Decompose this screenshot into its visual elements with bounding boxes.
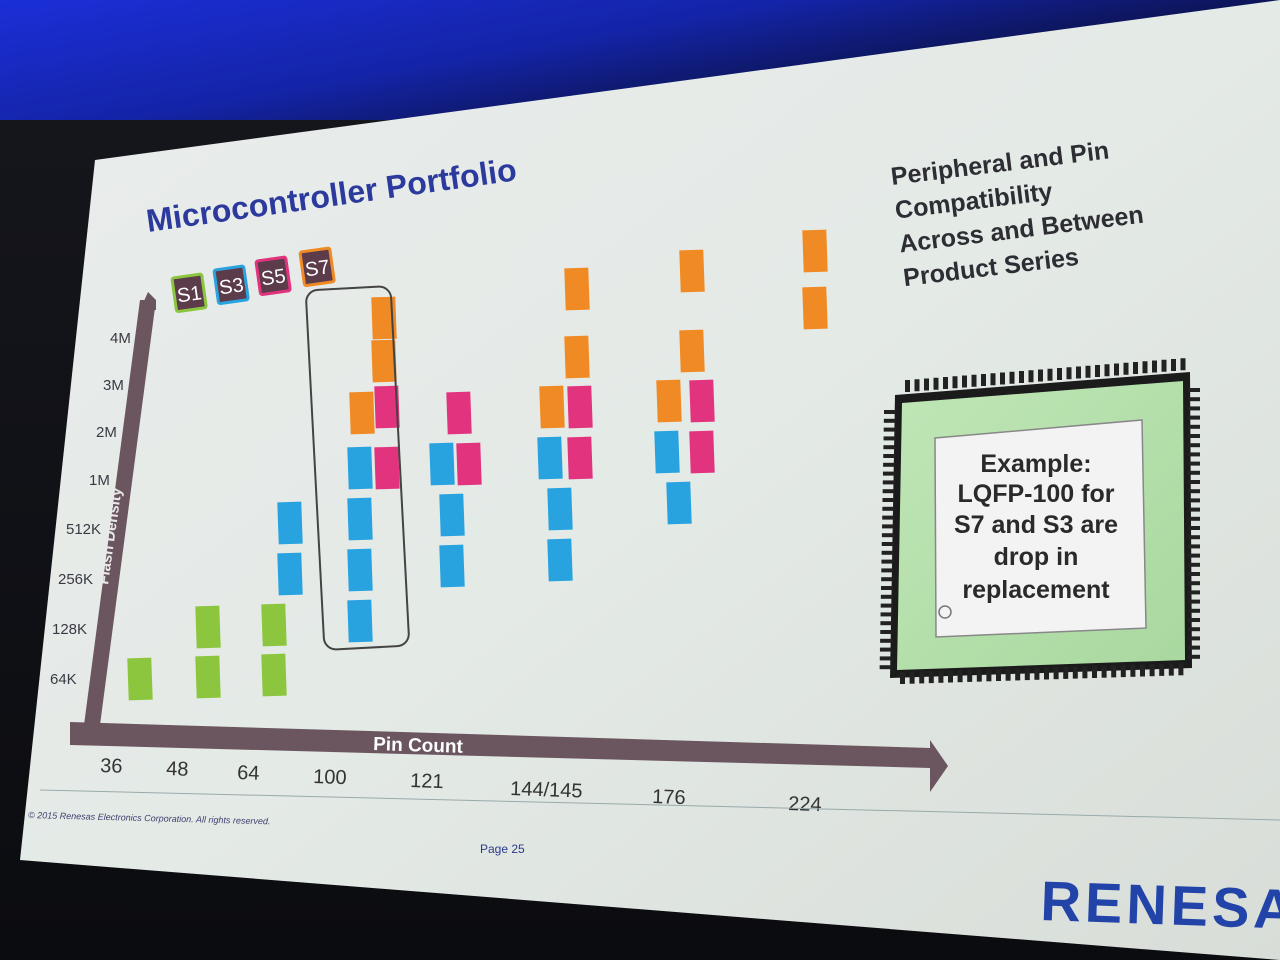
cell-s3 — [439, 493, 465, 537]
cell-s1 — [195, 655, 221, 699]
legend-item-s7: S7 — [298, 246, 336, 288]
cell-s3 — [547, 538, 573, 582]
cell-s3 — [277, 552, 303, 596]
cell-s3 — [347, 599, 373, 643]
cell-s3 — [547, 487, 573, 531]
cell-s5 — [446, 391, 472, 435]
cell-s7 — [679, 329, 705, 373]
footer-rule — [39, 789, 1280, 821]
cell-s3 — [347, 548, 373, 592]
x-tick-label: 36 — [100, 755, 123, 778]
cell-s5 — [374, 446, 400, 490]
legend-label: S3 — [218, 274, 245, 299]
y-tick-label: 3M — [103, 377, 124, 394]
cell-s3 — [347, 446, 373, 490]
lqfp-chip-illustration: Example: LQFP-100 for S7 and S3 are drop… — [879, 358, 1200, 684]
y-tick-label: 1M — [89, 472, 110, 489]
cell-s1 — [195, 605, 221, 649]
legend-label: S5 — [260, 265, 287, 290]
cell-s7 — [679, 249, 705, 293]
x-tick-label: 144/145 — [510, 778, 583, 803]
cell-s7 — [371, 339, 397, 383]
cell-s7 — [656, 379, 682, 423]
page-number: Page 25 — [480, 842, 525, 856]
example-line2: LQFP-100 for — [958, 480, 1115, 508]
legend-item-s1: S1 — [170, 272, 208, 314]
example-line4: drop in — [994, 543, 1079, 571]
portfolio-grid — [127, 229, 828, 701]
cell-s7 — [539, 385, 565, 429]
cell-s3 — [429, 442, 455, 486]
x-axis-ticks: 36 48 64 100 121 144/145 176 224 — [100, 755, 822, 816]
legend-item-s5: S5 — [254, 255, 292, 297]
example-line3: S7 and S3 are — [954, 511, 1118, 539]
cell-s3 — [654, 430, 680, 474]
x-tick-label: 176 — [652, 786, 686, 809]
cell-s5 — [374, 385, 400, 429]
y-tick-label: 128K — [52, 621, 87, 638]
y-axis-bar — [84, 300, 156, 725]
x-axis: Pin Count — [70, 722, 948, 792]
cell-s5 — [456, 442, 482, 486]
cell-s1 — [127, 657, 153, 701]
y-axis-ticks: 4M 3M 2M 1M 512K 256K 128K 64K — [50, 330, 131, 688]
series-legend: S1 S3 S5 S7 — [170, 246, 336, 314]
cell-s3 — [347, 497, 373, 541]
cell-s3 — [537, 436, 563, 480]
cell-s5 — [567, 436, 593, 480]
x-tick-label: 121 — [410, 770, 444, 793]
cell-s7 — [371, 296, 397, 340]
y-tick-label: 4M — [110, 330, 131, 347]
x-axis-label: Pin Count — [373, 734, 464, 758]
x-tick-label: 64 — [237, 762, 260, 785]
cell-s7 — [349, 391, 375, 435]
cell-s7 — [564, 335, 590, 379]
x-axis-bar — [70, 722, 930, 768]
cell-s7 — [802, 229, 828, 273]
x-tick-label: 48 — [166, 758, 189, 781]
cell-s5 — [689, 379, 715, 423]
cell-s5 — [689, 430, 715, 474]
example-line5: replacement — [962, 576, 1110, 604]
x-tick-label: 224 — [788, 793, 822, 816]
cell-s3 — [666, 481, 692, 525]
y-tick-label: 256K — [58, 571, 93, 588]
cell-s7 — [564, 267, 590, 311]
slide-surface — [20, 0, 1280, 960]
legend-label: S7 — [304, 256, 331, 281]
y-tick-label: 64K — [50, 671, 77, 688]
y-tick-label: 512K — [66, 521, 101, 538]
legend-item-s3: S3 — [212, 264, 250, 306]
cell-s1 — [261, 603, 287, 647]
cell-s3 — [439, 544, 465, 588]
renesas-logo: RENESA — [1040, 869, 1280, 941]
cell-s5 — [567, 385, 593, 429]
x-axis-arrowhead — [930, 740, 948, 792]
example-line1: Example: — [980, 450, 1091, 478]
cell-s3 — [277, 501, 303, 545]
cell-s7 — [802, 286, 828, 330]
y-tick-label: 2M — [96, 424, 117, 441]
example-text: Example: LQFP-100 for S7 and S3 are drop… — [954, 450, 1118, 604]
legend-label: S1 — [176, 282, 203, 307]
x-tick-label: 100 — [313, 766, 347, 789]
cell-s1 — [261, 653, 287, 697]
highlight-100-pin — [305, 285, 410, 651]
